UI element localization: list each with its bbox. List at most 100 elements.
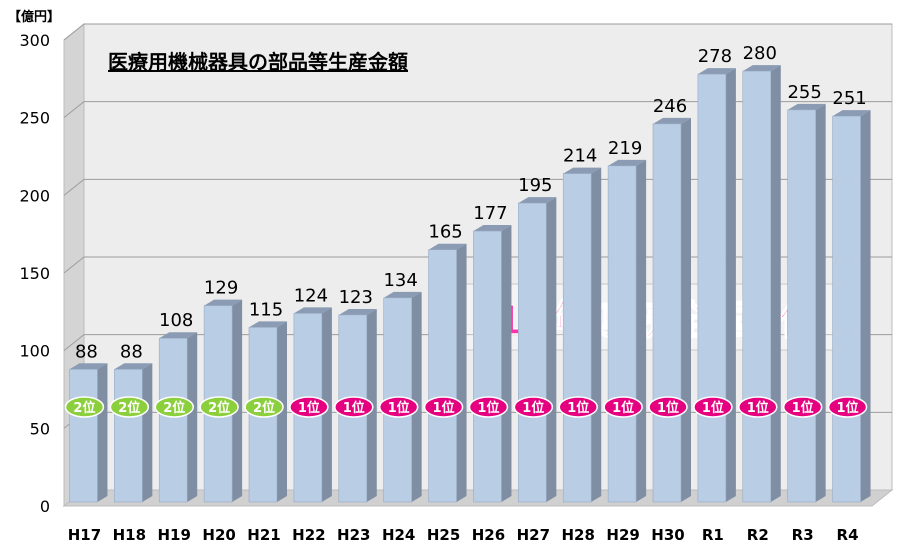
rank-badge: [423, 396, 464, 418]
rank-badge: [468, 396, 509, 418]
bar-value-label: 88: [120, 341, 143, 362]
x-tick-label: H29: [606, 526, 639, 544]
bar: [787, 109, 816, 503]
bar: [652, 123, 682, 503]
bar-top: [473, 225, 512, 232]
x-tick-label: H30: [651, 526, 684, 544]
x-tick-label: H19: [158, 526, 191, 544]
rank-badge: [827, 396, 868, 418]
bar-top: [383, 291, 422, 298]
bar-value-label: 219: [608, 138, 642, 159]
rank-badge-label: 2位: [253, 400, 275, 416]
bar-side: [232, 299, 243, 502]
bar-top: [249, 321, 287, 328]
gridline: [63, 101, 892, 119]
rank-badge: [782, 396, 823, 418]
bar-top: [204, 299, 243, 306]
bar: [742, 70, 772, 503]
rank-badge: [199, 396, 239, 418]
bar-top: [742, 65, 781, 72]
bar-top: [697, 68, 736, 75]
bar-top: [69, 363, 108, 370]
x-tick-label: H22: [292, 526, 325, 544]
bar: [473, 230, 502, 503]
rank-badge-label: 1位: [792, 400, 814, 416]
bar-top: [159, 332, 198, 339]
rank-badge: [603, 396, 643, 418]
bar-top: [787, 103, 826, 110]
x-tick-label: R1: [702, 526, 724, 544]
rank-badge-label: 1位: [567, 400, 589, 416]
bar-side: [277, 321, 287, 502]
y-tick-label: 200: [19, 186, 50, 205]
bar-value-label: 123: [339, 287, 373, 308]
x-tick-label: H18: [113, 526, 146, 544]
bar-value-label: 108: [159, 310, 193, 331]
rank-badge: [693, 396, 733, 418]
bar-value-label: 124: [294, 285, 328, 306]
rank-badge: [109, 396, 150, 418]
rank-badge: [558, 396, 598, 418]
chart-title: 医療用機械器具の部品等生産金額: [108, 50, 408, 74]
rank-badge-label: 1位: [477, 400, 499, 416]
bar-side: [187, 332, 198, 502]
rank-badge: [154, 396, 194, 418]
x-tick-label: R2: [747, 526, 769, 544]
y-tick-label: 250: [19, 109, 50, 128]
rank-badge: [648, 396, 688, 418]
rank-badge: [334, 396, 374, 418]
rank-badge-label: 1位: [837, 400, 859, 416]
rank-badge: [64, 396, 105, 418]
bar-top: [653, 117, 691, 124]
bar-side: [860, 110, 871, 502]
gridline: [63, 23, 892, 41]
rank-badge: [378, 396, 419, 418]
bar-value-label: 115: [249, 299, 283, 320]
bar: [832, 115, 861, 503]
y-tick-label: 150: [19, 264, 50, 283]
y-tick-label: 100: [19, 342, 50, 361]
bar-top: [608, 159, 647, 166]
rank-badge: [738, 396, 778, 418]
bar-side: [636, 159, 647, 502]
bar: [518, 202, 547, 503]
rank-badge-label: 1位: [522, 400, 544, 416]
bar-value-label: 134: [383, 270, 417, 291]
bar-top: [563, 167, 602, 174]
x-tick-label: H17: [68, 526, 101, 544]
rank-badge-label: 1位: [343, 400, 365, 416]
bar-value-label: 251: [832, 88, 866, 109]
y-tick-label: 0: [40, 497, 50, 516]
y-tick-label: 50: [30, 419, 50, 438]
rank-badge-label: 2位: [163, 400, 185, 416]
x-tick-label: H23: [337, 526, 370, 544]
bar-value-label: 195: [518, 175, 552, 196]
bar-top: [338, 308, 377, 315]
bar-value-label: 255: [787, 82, 821, 103]
bar-top: [293, 307, 332, 314]
bar-value-label: 177: [473, 203, 507, 224]
bar-side: [725, 68, 736, 502]
bar-value-label: 280: [743, 43, 777, 64]
bar: [607, 165, 637, 503]
x-tick-label: H25: [427, 526, 460, 544]
bar-value-label: 129: [204, 278, 238, 299]
rank-badge-label: 1位: [747, 400, 769, 416]
rank-badge: [513, 396, 554, 418]
bar: [158, 337, 188, 503]
bar-side: [815, 103, 826, 503]
rank-badge-label: 2位: [73, 400, 95, 416]
bar-side: [411, 291, 422, 502]
rank-badge: [289, 396, 329, 418]
bar-top: [428, 243, 467, 250]
bar-side: [770, 65, 781, 503]
x-tick-label: H28: [562, 526, 595, 544]
bar-top: [832, 110, 871, 117]
bar-side: [501, 225, 512, 502]
x-tick-label: R4: [837, 526, 859, 544]
bar-value-label: 246: [653, 96, 687, 117]
bar-side: [546, 197, 557, 502]
bar-side: [591, 167, 602, 502]
